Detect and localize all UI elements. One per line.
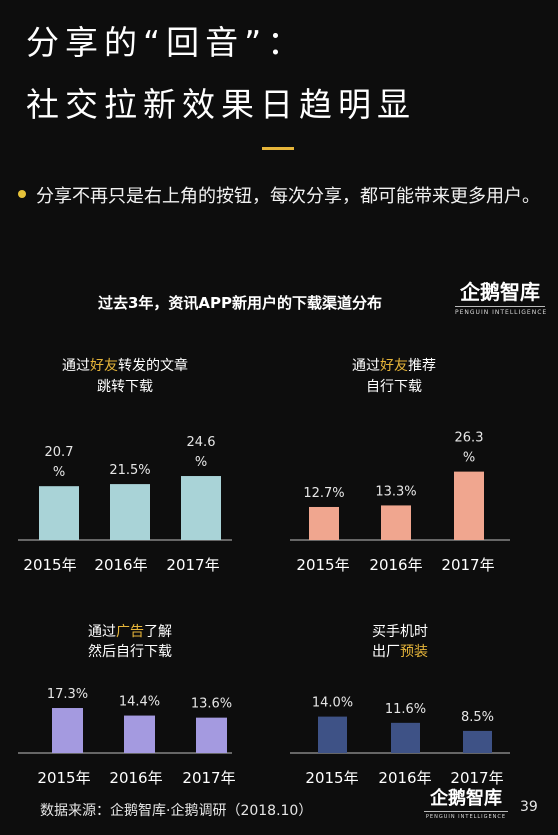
bar-value-label: 13.6% (191, 697, 232, 712)
title-underline (262, 147, 294, 150)
bar (309, 506, 339, 540)
category-label: 2017年 (182, 769, 235, 787)
bar (181, 476, 221, 540)
chart-title-line: 通过好友转发的文章 (62, 357, 188, 374)
logo-name: 企鹅智库 (430, 788, 502, 809)
bar-value-label: 20.7 (45, 445, 74, 460)
chart-title-line: 跳转下载 (97, 379, 153, 395)
chart-subtitle: 过去3年，资讯APP新用户的下载渠道分布 (97, 294, 383, 312)
bar-value-label: % (463, 451, 475, 466)
page-number: 39 (520, 799, 538, 815)
chart-title-line: 通过广告了解 (88, 624, 172, 640)
chart-title-highlight: 好友 (380, 358, 408, 374)
logo-name: 企鹅智库 (460, 280, 540, 304)
chart-title-text: 了解 (144, 624, 172, 640)
bar-value-label: 14.0% (312, 696, 353, 711)
logo-tagline: PENGUIN INTELLIGENCE (455, 306, 546, 316)
category-label: 2017年 (450, 769, 503, 787)
bar-value-label: 26.3 (455, 431, 484, 446)
chart-title-text: 推荐 (408, 358, 436, 374)
bullet-text: 分享不再只是右上角的按钮，每次分享，都可能带来更多用户。 (36, 186, 540, 207)
chart-title-line: 出厂预装 (372, 644, 428, 660)
page-title-line1: 分享的“回音”： (26, 23, 307, 62)
bar-value-label: 14.4% (119, 695, 160, 710)
bar-value-label: % (53, 465, 65, 480)
bar-value-label: 8.5% (461, 710, 494, 725)
chart-title-line: 自行下载 (366, 379, 422, 395)
category-label: 2016年 (109, 769, 162, 787)
bar-value-label: 24.6 (187, 435, 216, 450)
chart-title-text: 转发的文章 (118, 357, 188, 374)
page-title-line2: 社交拉新效果日趋明显 (26, 85, 416, 124)
category-label: 2015年 (37, 769, 90, 787)
data-source: 数据来源：企鹅智库·企鹅调研（2018.10） (40, 803, 313, 819)
category-label: 2016年 (378, 769, 431, 787)
bar-value-label: 21.5% (109, 463, 150, 478)
bar-value-label: 13.3% (375, 484, 416, 499)
bar (52, 708, 83, 753)
category-label: 2015年 (305, 769, 358, 787)
chart-title-text: 通过 (352, 358, 380, 374)
category-label: 2015年 (23, 556, 76, 574)
chart-title-text: 通过 (62, 358, 90, 374)
bar (124, 715, 155, 753)
chart-title-highlight: 广告 (116, 624, 144, 640)
chart-title-text: 通过 (88, 624, 116, 640)
bar-value-label: 11.6% (385, 702, 426, 717)
category-label: 2015年 (296, 556, 349, 574)
bar-value-label: % (195, 455, 207, 470)
bar (39, 486, 79, 540)
bullet-icon (18, 190, 26, 198)
category-label: 2016年 (369, 556, 422, 574)
chart-title-text: 跳转下载 (97, 379, 153, 395)
chart-title-text: 出厂 (372, 644, 400, 660)
bar (463, 730, 492, 753)
bar (318, 716, 347, 753)
bar-value-label: 17.3% (47, 687, 88, 702)
penguin-logo-bottom: 企鹅智库 PENGUIN INTELLIGENCE (424, 790, 508, 820)
chart-title-line: 然后自行下载 (88, 643, 172, 660)
bar (110, 484, 150, 540)
category-label: 2016年 (94, 556, 147, 574)
chart-title-highlight: 好友 (90, 358, 118, 374)
bar-value-label: 12.7% (303, 486, 344, 501)
penguin-logo-top: 企鹅智库 PENGUIN INTELLIGENCE (455, 280, 546, 316)
chart-title-line: 买手机时 (372, 624, 428, 640)
bar (454, 471, 484, 540)
bar (391, 722, 420, 753)
bar (381, 505, 411, 540)
chart-title-text: 自行下载 (366, 379, 422, 395)
bar (196, 717, 227, 753)
chart-title-highlight: 预装 (400, 644, 428, 660)
logo-tagline: PENGUIN INTELLIGENCE (424, 811, 508, 820)
category-label: 2017年 (166, 556, 219, 574)
chart-title-text: 买手机时 (372, 624, 428, 640)
category-label: 2017年 (441, 556, 494, 574)
chart-title-line: 通过好友推荐 (352, 358, 436, 374)
chart-title-text: 然后自行下载 (88, 643, 172, 660)
